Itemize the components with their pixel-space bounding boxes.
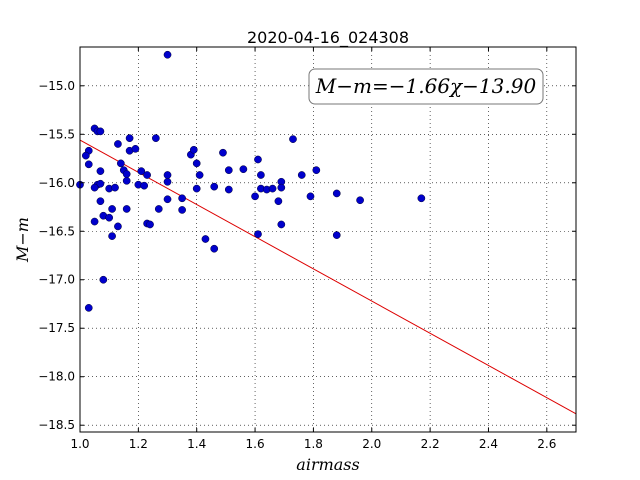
data-point — [81, 151, 90, 160]
plot-frame — [79, 46, 577, 433]
data-point — [277, 183, 286, 192]
data-point — [96, 127, 105, 136]
data-point — [108, 232, 116, 240]
y-tick-label: −18.5 — [38, 418, 75, 432]
data-point — [114, 222, 122, 231]
data-point — [274, 197, 283, 206]
data-point — [224, 185, 233, 194]
data-point — [332, 189, 341, 198]
data-point — [178, 206, 186, 214]
data-point — [84, 304, 93, 312]
data-point — [163, 177, 172, 186]
data-point — [154, 205, 163, 213]
data-point — [189, 145, 198, 154]
data-point — [90, 217, 99, 226]
data-point — [90, 183, 99, 192]
data-point — [210, 244, 219, 253]
data-point — [114, 140, 122, 148]
data-point — [210, 182, 219, 191]
y-tick-label: −17.0 — [38, 273, 75, 287]
fit-layer — [79, 139, 577, 415]
data-point — [108, 205, 116, 213]
chart-title: 2020-04-16_024308 — [247, 28, 409, 48]
data-point — [137, 167, 146, 175]
data-point — [99, 275, 108, 284]
data-point — [254, 155, 262, 164]
data-point — [417, 194, 426, 203]
data-point — [146, 220, 154, 229]
y-axis-label: M−m — [13, 217, 32, 263]
data-point — [111, 183, 119, 192]
data-point — [251, 192, 259, 201]
data-point — [122, 170, 131, 178]
data-point — [96, 179, 105, 188]
data-point — [239, 165, 248, 174]
data-points — [76, 50, 426, 312]
x-tick-label: 2.2 — [421, 437, 440, 451]
data-point — [163, 171, 172, 179]
x-tick-label: 1.8 — [304, 437, 323, 451]
axis-ticks: 1.0 1.2 1.4 1.6 1.8 2.0 2.2 2.4 2.6 −15.0 −15.5 −16… — [38, 47, 576, 451]
data-point — [125, 134, 134, 143]
data-point — [356, 196, 364, 205]
data-point — [122, 205, 131, 213]
data-point — [219, 148, 227, 157]
data-point — [268, 184, 277, 193]
data-point — [96, 197, 105, 206]
data-point — [192, 159, 201, 168]
y-tick-label: −16.5 — [38, 224, 75, 238]
data-point — [143, 171, 151, 179]
x-tick-label: 2.4 — [479, 437, 498, 451]
fit-annotation: M−m=−1.66χ−13.90 — [308, 68, 544, 105]
data-point — [312, 166, 321, 175]
data-point — [152, 134, 160, 143]
data-point — [178, 194, 186, 203]
y-tick-label: −15.5 — [38, 127, 75, 141]
x-tick-label: 1.4 — [187, 437, 206, 451]
annotation-box — [308, 68, 544, 105]
x-tick-label: 2.0 — [362, 437, 381, 451]
data-point — [195, 171, 204, 179]
data-point — [332, 231, 341, 239]
x-tick-label: 1.0 — [70, 437, 89, 451]
data-point — [277, 220, 286, 229]
data-point — [297, 171, 306, 179]
data-point — [254, 230, 262, 239]
data-point — [306, 192, 315, 201]
data-point — [201, 235, 210, 243]
data-point — [131, 144, 140, 153]
data-point — [289, 135, 297, 143]
y-tick-label: −16.0 — [38, 176, 75, 190]
data-point — [163, 50, 172, 59]
data-point — [163, 195, 172, 204]
y-tick-label: −17.5 — [38, 321, 75, 335]
x-axis-label: airmass — [296, 455, 359, 474]
y-tick-label: −18.0 — [38, 370, 75, 384]
data-point — [224, 166, 233, 175]
data-point — [84, 160, 93, 169]
fit-line — [79, 139, 577, 415]
data-point — [116, 159, 125, 168]
x-tick-label: 1.6 — [246, 437, 265, 451]
data-point — [105, 213, 114, 222]
data-point — [140, 181, 149, 190]
data-point — [122, 176, 131, 185]
x-tick-label: 1.2 — [129, 437, 148, 451]
y-tick-label: −15.0 — [38, 79, 75, 93]
annotation-text: M−m=−1.66χ−13.90 — [315, 74, 537, 98]
data-point — [192, 184, 201, 193]
data-point — [96, 167, 105, 175]
x-tick-label: 2.6 — [537, 437, 556, 451]
data-point — [257, 171, 265, 179]
grid-lines — [79, 47, 576, 432]
